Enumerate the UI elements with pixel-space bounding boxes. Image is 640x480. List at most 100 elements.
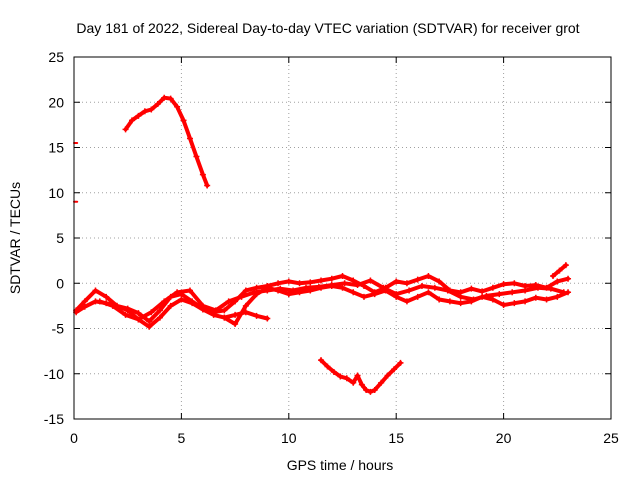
data-point [565, 289, 572, 296]
data-point [479, 288, 486, 295]
data-point [109, 302, 116, 309]
data-point [378, 379, 385, 386]
data-point [296, 280, 303, 287]
data-point [146, 323, 153, 330]
data-point [141, 108, 148, 115]
data-point [522, 298, 529, 305]
y-tick-label: 10 [48, 185, 64, 201]
data-point [337, 373, 344, 380]
data-point [358, 381, 365, 388]
y-tick-label: 25 [48, 49, 64, 65]
series-group [73, 94, 572, 395]
data-point [210, 311, 217, 318]
data-point [444, 287, 451, 294]
data-point [554, 278, 561, 285]
data-point [468, 298, 475, 305]
data-point [403, 280, 410, 287]
data-point [339, 273, 346, 280]
data-point [148, 106, 155, 113]
data-point [436, 296, 443, 303]
data-point [556, 267, 563, 274]
data-point [339, 284, 346, 291]
x-tick-label: 25 [603, 430, 619, 446]
data-point [180, 117, 187, 124]
series-near-zero-d [221, 282, 572, 327]
data-point [562, 262, 569, 269]
data-point [275, 287, 282, 294]
series-low-dip [318, 357, 404, 395]
data-point [148, 309, 155, 316]
data-point [418, 282, 425, 289]
data-point [532, 294, 539, 301]
data-point [154, 101, 161, 108]
data-point [382, 287, 389, 294]
data-point [343, 375, 350, 382]
plot-frame [73, 56, 612, 420]
x-tick-label: 5 [178, 430, 186, 446]
x-tick-label: 15 [388, 430, 404, 446]
data-point [221, 307, 228, 314]
series-line [123, 95, 210, 188]
data-point [135, 112, 142, 119]
data-point [318, 277, 325, 284]
chart-title: Day 181 of 2022, Sidereal Day-to-day VTE… [76, 20, 579, 36]
data-point [391, 366, 398, 373]
data-point [212, 307, 219, 314]
data-point [146, 318, 153, 325]
data-point [296, 289, 303, 296]
data-point [393, 293, 400, 300]
data-point [318, 284, 325, 291]
data-point [204, 182, 211, 189]
data-point [199, 171, 206, 178]
data-point [500, 301, 507, 308]
data-point [330, 368, 337, 375]
data-point [414, 276, 421, 283]
data-point [534, 284, 541, 291]
data-point [328, 282, 335, 289]
data-point [363, 387, 370, 394]
data-point [425, 273, 432, 280]
data-point [367, 277, 374, 284]
data-point [135, 310, 142, 317]
data-point [511, 280, 518, 287]
data-point [264, 284, 271, 291]
data-point [393, 278, 400, 285]
data-point [186, 287, 193, 294]
data-point [511, 300, 518, 307]
data-point [354, 282, 361, 289]
y-axis-label: SDTVAR / TECUs [7, 182, 23, 294]
ticks: 0 5 10 15 20 25 -15 -10 -5 0 5 10 15 20 25 [44, 49, 619, 446]
data-point [124, 307, 131, 314]
data-point [489, 296, 496, 303]
y-tick-label: -5 [52, 321, 65, 337]
data-point [81, 298, 88, 305]
data-point [350, 379, 357, 386]
data-point [354, 372, 361, 379]
data-point [96, 298, 103, 305]
series-late-rise [550, 262, 569, 280]
data-point [371, 387, 378, 394]
data-point [509, 289, 516, 296]
y-tick-label: -10 [44, 366, 64, 382]
data-point [436, 278, 443, 285]
data-point [367, 388, 374, 395]
data-point [161, 94, 168, 101]
x-axis-label: GPS time / hours [287, 457, 394, 473]
data-point [307, 287, 314, 294]
y-tick-label: 0 [56, 275, 64, 291]
data-point [285, 278, 292, 285]
data-point [253, 291, 260, 298]
data-point [341, 280, 348, 287]
data-point [384, 372, 391, 379]
data-point [328, 275, 335, 282]
series-high-arc [122, 94, 211, 189]
data-point [406, 287, 413, 294]
data-point [403, 298, 410, 305]
data-point [371, 291, 378, 298]
data-point [167, 95, 174, 102]
data-point [186, 135, 193, 142]
data-point [324, 363, 331, 370]
series-near-zero-a [73, 273, 572, 325]
data-point [122, 311, 129, 318]
